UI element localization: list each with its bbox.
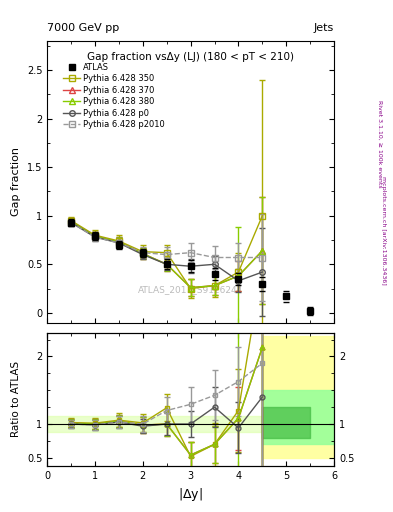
Text: Rivet 3.1.10, ≥ 100k events: Rivet 3.1.10, ≥ 100k events — [377, 99, 382, 187]
Y-axis label: Gap fraction: Gap fraction — [11, 147, 21, 216]
Text: 7000 GeV pp: 7000 GeV pp — [47, 23, 119, 32]
Text: Jets: Jets — [314, 23, 334, 32]
X-axis label: |$\Delta$y|: |$\Delta$y| — [178, 486, 203, 503]
Text: ATLAS_2011_S9126244: ATLAS_2011_S9126244 — [138, 285, 243, 294]
Text: Gap fraction vsΔy (LJ) (180 < pT < 210): Gap fraction vsΔy (LJ) (180 < pT < 210) — [87, 52, 294, 62]
Text: mcplots.cern.ch [arXiv:1306.3436]: mcplots.cern.ch [arXiv:1306.3436] — [381, 176, 386, 285]
Y-axis label: Ratio to ATLAS: Ratio to ATLAS — [11, 361, 21, 437]
Legend: ATLAS, Pythia 6.428 350, Pythia 6.428 370, Pythia 6.428 380, Pythia 6.428 p0, Py: ATLAS, Pythia 6.428 350, Pythia 6.428 37… — [60, 59, 168, 133]
